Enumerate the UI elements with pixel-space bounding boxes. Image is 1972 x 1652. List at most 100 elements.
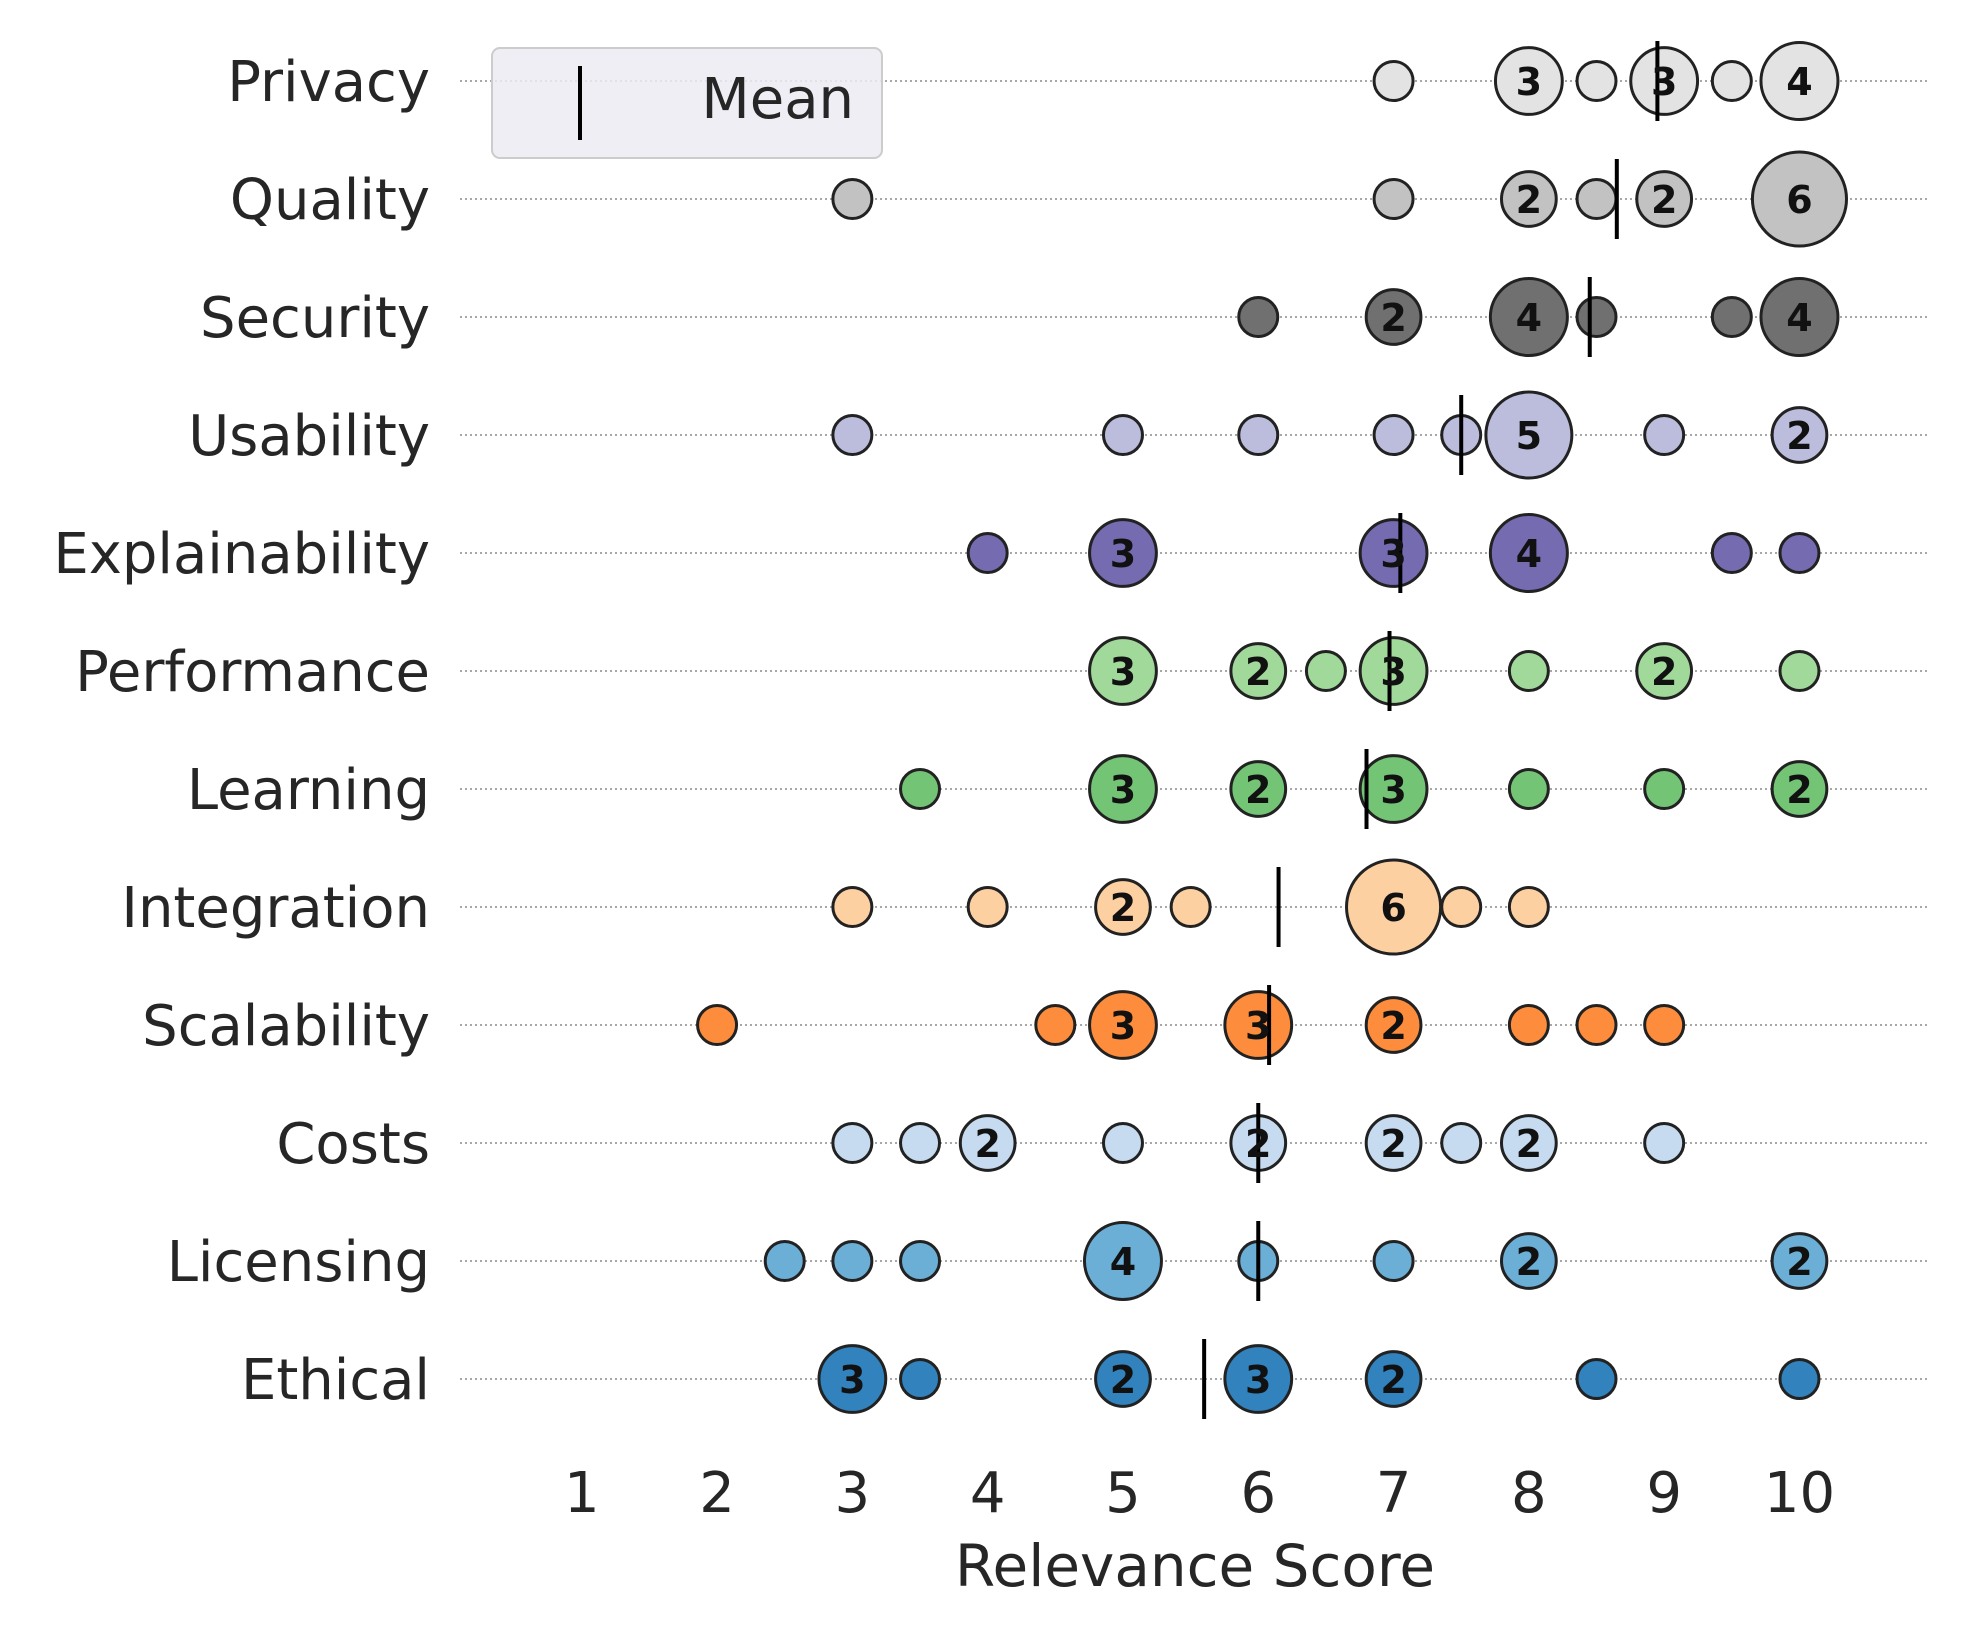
count-label-learning-10: 2 [1786,768,1812,812]
point-scalability-2 [696,1004,739,1046]
point-integration-8 [1507,886,1550,928]
point-security-10 [1759,277,1840,357]
x-tick-label-4: 4 [970,1461,1006,1526]
point-learning-9 [1643,768,1686,810]
point-integration-5 [1094,878,1152,936]
x-tick-label-3: 3 [835,1461,871,1526]
count-label-learning-5: 3 [1110,768,1136,812]
count-label-licensing-10: 2 [1786,1240,1812,1284]
point-licensing-7 [1372,1240,1415,1282]
dot-layer [696,41,1849,1414]
point-ethical-3 [817,1344,888,1414]
category-label-costs: Costs [276,1112,430,1177]
count-label-quality-9: 2 [1651,178,1677,222]
category-label-usability: Usability [188,404,430,469]
category-label-quality: Quality [230,168,430,233]
point-licensing-10 [1770,1232,1829,1290]
point-usability-6 [1237,414,1280,456]
count-label-costs-6: 2 [1245,1122,1271,1166]
point-privacy-10 [1759,41,1840,121]
x-tick-label-1: 1 [564,1461,600,1526]
count-label-licensing-8: 2 [1516,1240,1542,1284]
point-ethical-6 [1223,1344,1294,1414]
category-label-privacy: Privacy [227,50,430,115]
point-performance-10 [1778,650,1821,692]
count-label-security-8: 4 [1516,296,1542,340]
point-quality-8 [1499,170,1558,228]
count-label-explainability-8: 4 [1516,532,1542,576]
label-layer: Privacy 3 3 4 Quality 2 2 6 Security 2 4 4 Usability… [53,50,1835,1526]
point-privacy-9 [1629,46,1700,116]
point-usability-9 [1643,414,1686,456]
point-quality-3 [831,178,874,220]
point-security-8 [1488,277,1569,357]
point-scalability-9 [1643,1004,1686,1046]
point-quality-10 [1750,150,1849,248]
count-label-integration-7: 6 [1380,886,1406,930]
point-licensing-8 [1499,1232,1558,1290]
point-learning-5 [1088,754,1158,824]
x-axis-title: Relevance Score [955,1532,1435,1600]
category-label-learning: Learning [187,758,430,823]
category-label-licensing: Licensing [167,1230,430,1295]
point-licensing-5 [1082,1221,1163,1301]
point-explainability-10 [1778,532,1821,574]
point-usability-7 [1372,414,1415,456]
point-usability-10 [1770,406,1829,464]
point-costs-8 [1499,1114,1558,1172]
point-scalability-4_5 [1034,1004,1077,1046]
category-label-explainability: Explainability [53,522,430,587]
count-label-usability-10: 2 [1786,414,1812,458]
point-licensing-2_5 [763,1240,806,1282]
count-label-security-10: 4 [1786,296,1812,340]
point-learning-6 [1229,760,1288,818]
count-label-licensing-5: 4 [1110,1240,1136,1284]
point-ethical-5 [1094,1350,1152,1408]
count-label-ethical-3: 3 [839,1358,865,1402]
point-explainability-5 [1088,518,1158,588]
x-tick-label-10: 10 [1764,1461,1835,1526]
point-costs-4 [958,1114,1017,1172]
x-tick-label-2: 2 [699,1461,735,1526]
category-label-performance: Performance [75,640,430,705]
count-label-learning-7: 3 [1380,768,1406,812]
category-label-security: Security [200,286,430,351]
point-privacy-8 [1493,46,1564,116]
grid-layer [460,80,1928,1380]
point-privacy-8_5 [1575,60,1618,102]
point-explainability-7 [1358,518,1429,588]
category-label-scalability: Scalability [142,994,430,1059]
point-costs-9 [1643,1122,1686,1164]
point-ethical-10 [1778,1358,1821,1400]
point-security-7 [1364,288,1423,346]
point-costs-7 [1364,1114,1423,1172]
category-label-ethical: Ethical [241,1348,430,1413]
count-label-scalability-7: 2 [1380,1004,1406,1048]
point-costs-7_5 [1440,1122,1483,1164]
count-label-performance-7: 3 [1380,650,1406,694]
point-performance-5 [1088,636,1158,706]
x-tick-label-8: 8 [1511,1461,1547,1526]
legend-mean-label: Mean [701,67,854,132]
count-label-quality-10: 6 [1786,178,1812,222]
point-privacy-7 [1372,60,1415,102]
count-label-costs-4: 2 [974,1122,1000,1166]
point-usability-5 [1101,414,1144,456]
point-licensing-3_5 [899,1240,942,1282]
point-integration-7_5 [1440,886,1483,928]
count-label-scalability-6: 3 [1245,1004,1271,1048]
count-label-costs-8: 2 [1516,1122,1542,1166]
point-security-9_5 [1710,296,1753,338]
point-learning-8 [1507,768,1550,810]
point-privacy-9_5 [1710,60,1753,102]
point-performance-6_5 [1304,650,1347,692]
count-label-explainability-7: 3 [1380,532,1406,576]
count-label-privacy-10: 4 [1786,60,1812,104]
point-ethical-7 [1364,1350,1423,1408]
point-explainability-4 [966,532,1009,574]
count-label-privacy-9: 3 [1651,60,1677,104]
x-tick-label-7: 7 [1376,1461,1412,1526]
point-scalability-8_5 [1575,1004,1618,1046]
count-label-security-7: 2 [1380,296,1406,340]
count-label-privacy-8: 3 [1516,60,1542,104]
